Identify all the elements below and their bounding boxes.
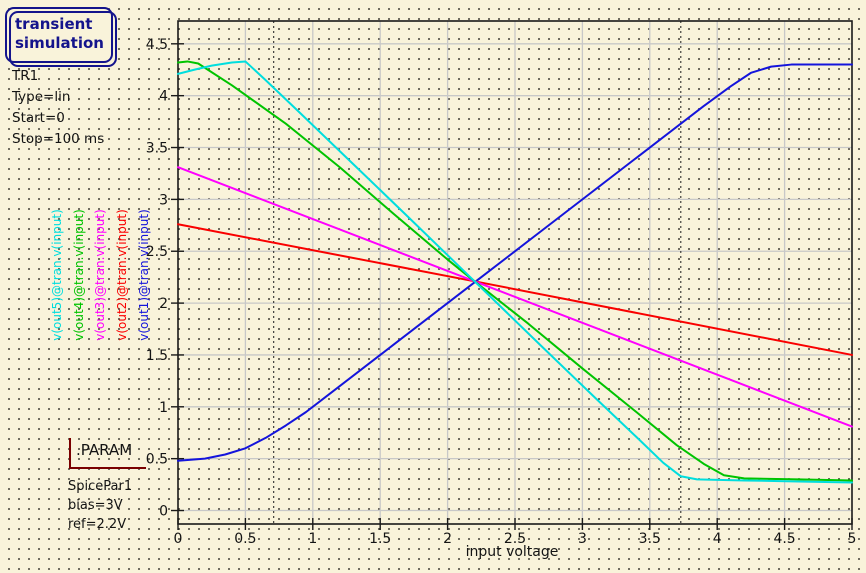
param-ref: ref=2.2V: [68, 517, 127, 532]
simulation-box-title-line1: transient: [15, 15, 93, 33]
x-tick-label: 1.5: [369, 531, 391, 547]
y-tick-label: 2.5: [146, 244, 168, 260]
x-tick-label: 4.5: [773, 531, 795, 547]
y-tick-label: 1.5: [146, 348, 168, 364]
x-tick-label: 2: [443, 531, 452, 547]
y-tick-label: 0: [159, 504, 168, 520]
y-tick-label: 1: [159, 400, 168, 416]
y-tick-label: 3.5: [146, 141, 168, 157]
tr1-name: TR1: [12, 68, 39, 84]
y-tick-label: 4: [159, 89, 168, 105]
x-tick-label: 5: [848, 531, 857, 547]
simulation-box-title-line2: simulation: [15, 34, 104, 52]
x-tick-label: 2.5: [504, 531, 526, 547]
param-bias: bias=3V: [68, 498, 123, 513]
x-tick-label: 1: [308, 531, 317, 547]
x-tick-label: 0.5: [234, 531, 256, 547]
curve-v(out1)@tran.v(input)[interactable]: [177, 63, 853, 462]
y-tick-label: 2: [159, 296, 168, 312]
param-instance-name: SpicePar1: [68, 479, 133, 494]
x-tick-label: 3.5: [639, 531, 661, 547]
x-tick-label: 3: [578, 531, 587, 547]
x-tick-label: 0: [174, 531, 183, 547]
param-bracket-vline: [69, 438, 71, 469]
y-tick-label: 3: [159, 192, 168, 208]
y-tick-label: 4.5: [146, 37, 168, 53]
y-tick-label: 0.5: [146, 452, 168, 468]
tr1-start: Start=0: [12, 110, 65, 126]
tr1-stop: Stop=100 ms: [12, 131, 105, 147]
tr1-type: Type=lin: [12, 89, 71, 105]
curve-v(out5)@tran.v(input)[interactable]: [177, 60, 853, 484]
x-axis-label: input voltage: [466, 544, 559, 560]
param-bracket-hline: [69, 467, 146, 469]
tr1-properties[interactable]: TR1 Type=lin Start=0 Stop=100 ms: [12, 66, 104, 150]
param-title: .PARAM: [76, 441, 133, 459]
x-tick-label: 4: [713, 531, 722, 547]
transient-simulation-component[interactable]: transient simulation: [5, 7, 117, 67]
curve-v(out4)@tran.v(input)[interactable]: [177, 60, 853, 482]
